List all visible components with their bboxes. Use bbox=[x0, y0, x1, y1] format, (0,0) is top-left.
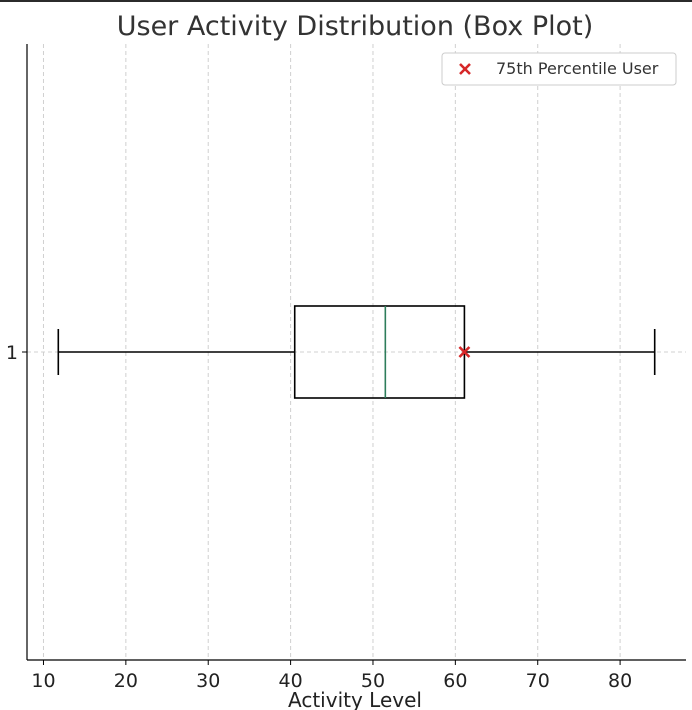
x-tick-label-40: 40 bbox=[279, 670, 303, 692]
legend-marker-icon bbox=[459, 63, 471, 75]
legend-label: 75th Percentile User bbox=[496, 59, 659, 78]
top-border bbox=[0, 0, 692, 2]
x-tick-label-30: 30 bbox=[196, 670, 220, 692]
x-tick-label-60: 60 bbox=[443, 670, 467, 692]
x-tick-label-80: 80 bbox=[608, 670, 632, 692]
x-tick-label-50: 50 bbox=[361, 670, 385, 692]
legend: 75th Percentile User bbox=[441, 52, 677, 86]
percentile-marker bbox=[458, 346, 471, 358]
x-tick-label-10: 10 bbox=[31, 670, 55, 692]
chart-title: User Activity Distribution (Box Plot) bbox=[117, 11, 594, 42]
x-tick-label-70: 70 bbox=[526, 670, 550, 692]
x-axis-label: Activity Level bbox=[288, 688, 422, 710]
box-plot bbox=[57, 305, 656, 399]
y-tick-label-1: 1 bbox=[6, 342, 18, 364]
legend-frame bbox=[441, 52, 677, 86]
x-ticks: 10 20 30 40 50 60 70 80 bbox=[31, 660, 632, 692]
marker-x-point bbox=[458, 346, 471, 358]
x-tick-label-20: 20 bbox=[114, 670, 138, 692]
marker-stroke-b bbox=[458, 346, 471, 358]
